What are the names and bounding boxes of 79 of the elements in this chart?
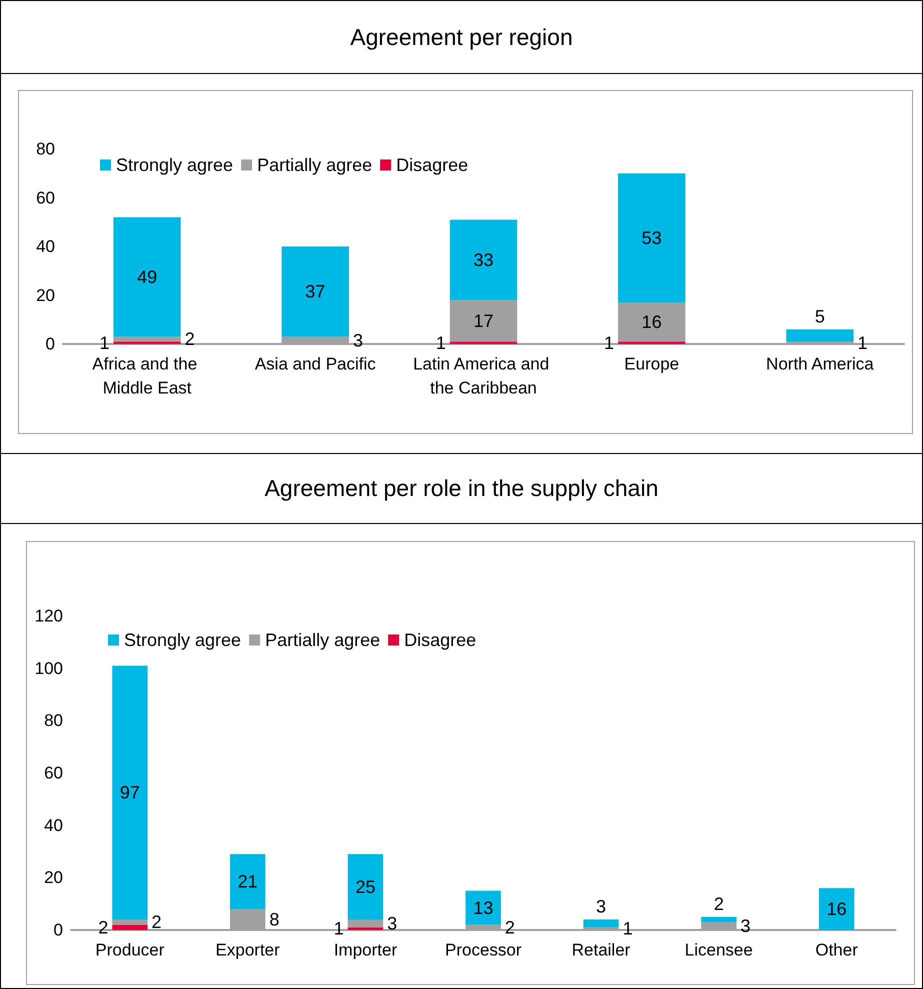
bar [230,854,266,910]
data-label: 49 [137,266,158,287]
data-label: 2 [98,917,108,938]
data-label: 2 [504,917,515,938]
data-label: 33 [473,250,494,270]
data-label: 1 [604,332,614,353]
bar [348,920,384,928]
x-tick-label: Asia and Pacific [254,354,376,374]
bar [701,916,736,922]
bar [786,329,854,342]
legend-label: Disagree [404,630,476,650]
x-tick-label: Producer [95,940,165,960]
data-label: 2 [152,912,162,932]
bar [348,854,384,920]
y-tick-label: 20 [36,286,55,305]
bar [112,920,148,925]
data-label: 16 [826,899,847,920]
bar [583,920,619,928]
data-label: 53 [642,228,662,248]
bar [818,888,854,930]
legend-label: Strongly agree [116,155,234,175]
x-tick-label: Other [815,940,858,960]
y-tick-label: 40 [44,816,63,835]
data-label: 21 [238,872,258,892]
data-label: 3 [352,330,363,350]
bar [618,173,686,303]
x-tick-label: Exporter [216,940,280,960]
x-tick-label: Licensee [684,940,753,960]
y-tick-label: 120 [34,606,63,626]
data-label: 97 [120,782,140,803]
x-tick-label: Processor [444,940,522,960]
y-tick-label: 80 [44,711,63,730]
bar [113,217,181,337]
data-label: 1 [858,332,868,353]
bar [466,890,501,925]
data-label: 5 [814,306,825,326]
y-tick-label: 100 [34,658,63,678]
data-label: 3 [387,913,398,934]
bar [282,246,349,337]
bar [113,336,181,342]
data-label: 3 [740,916,751,936]
y-tick-label: 0 [54,920,63,940]
y-tick-label: 0 [46,334,55,354]
y-tick-label: 40 [36,237,55,256]
data-label: 37 [305,282,326,302]
bar [450,220,518,300]
bar [450,300,518,342]
legend-label: Partially agree [257,155,372,175]
data-label: 3 [596,896,606,917]
data-label: 1 [436,332,446,353]
bar [618,302,686,342]
chart-title: Agreement per role in the supply chain [0,453,923,524]
y-tick-label: 80 [36,140,55,158]
data-label: 1 [334,918,344,939]
data-label: 13 [473,898,494,918]
x-tick-label: Importer [334,940,398,960]
y-tick-label: 60 [44,764,63,782]
x-tick-label: Africa and the Middle East [92,354,202,398]
data-label: 25 [355,876,376,897]
legend-label: Disagree [396,155,468,175]
legend-label: Strongly agree [124,630,242,650]
y-tick-label: 20 [44,868,63,888]
data-label: 1 [622,918,633,939]
data-label: 2 [714,894,724,914]
data-label: 1 [99,332,110,353]
bar [112,666,148,920]
data-label: 2 [184,329,195,350]
x-tick-label: North America [766,354,874,374]
y-tick-label: 60 [36,188,55,208]
data-label: 8 [269,910,280,930]
chart-title: Agreement per region [0,0,923,74]
x-tick-label: Latin America and the Caribbean [413,354,554,398]
bar [112,924,148,930]
x-tick-label: Europe [624,354,680,374]
data-label: 17 [473,310,494,331]
x-tick-label: Retailer [572,940,631,960]
legend-label: Partially agree [265,630,380,650]
bar [348,927,384,930]
data-label: 16 [642,312,662,332]
